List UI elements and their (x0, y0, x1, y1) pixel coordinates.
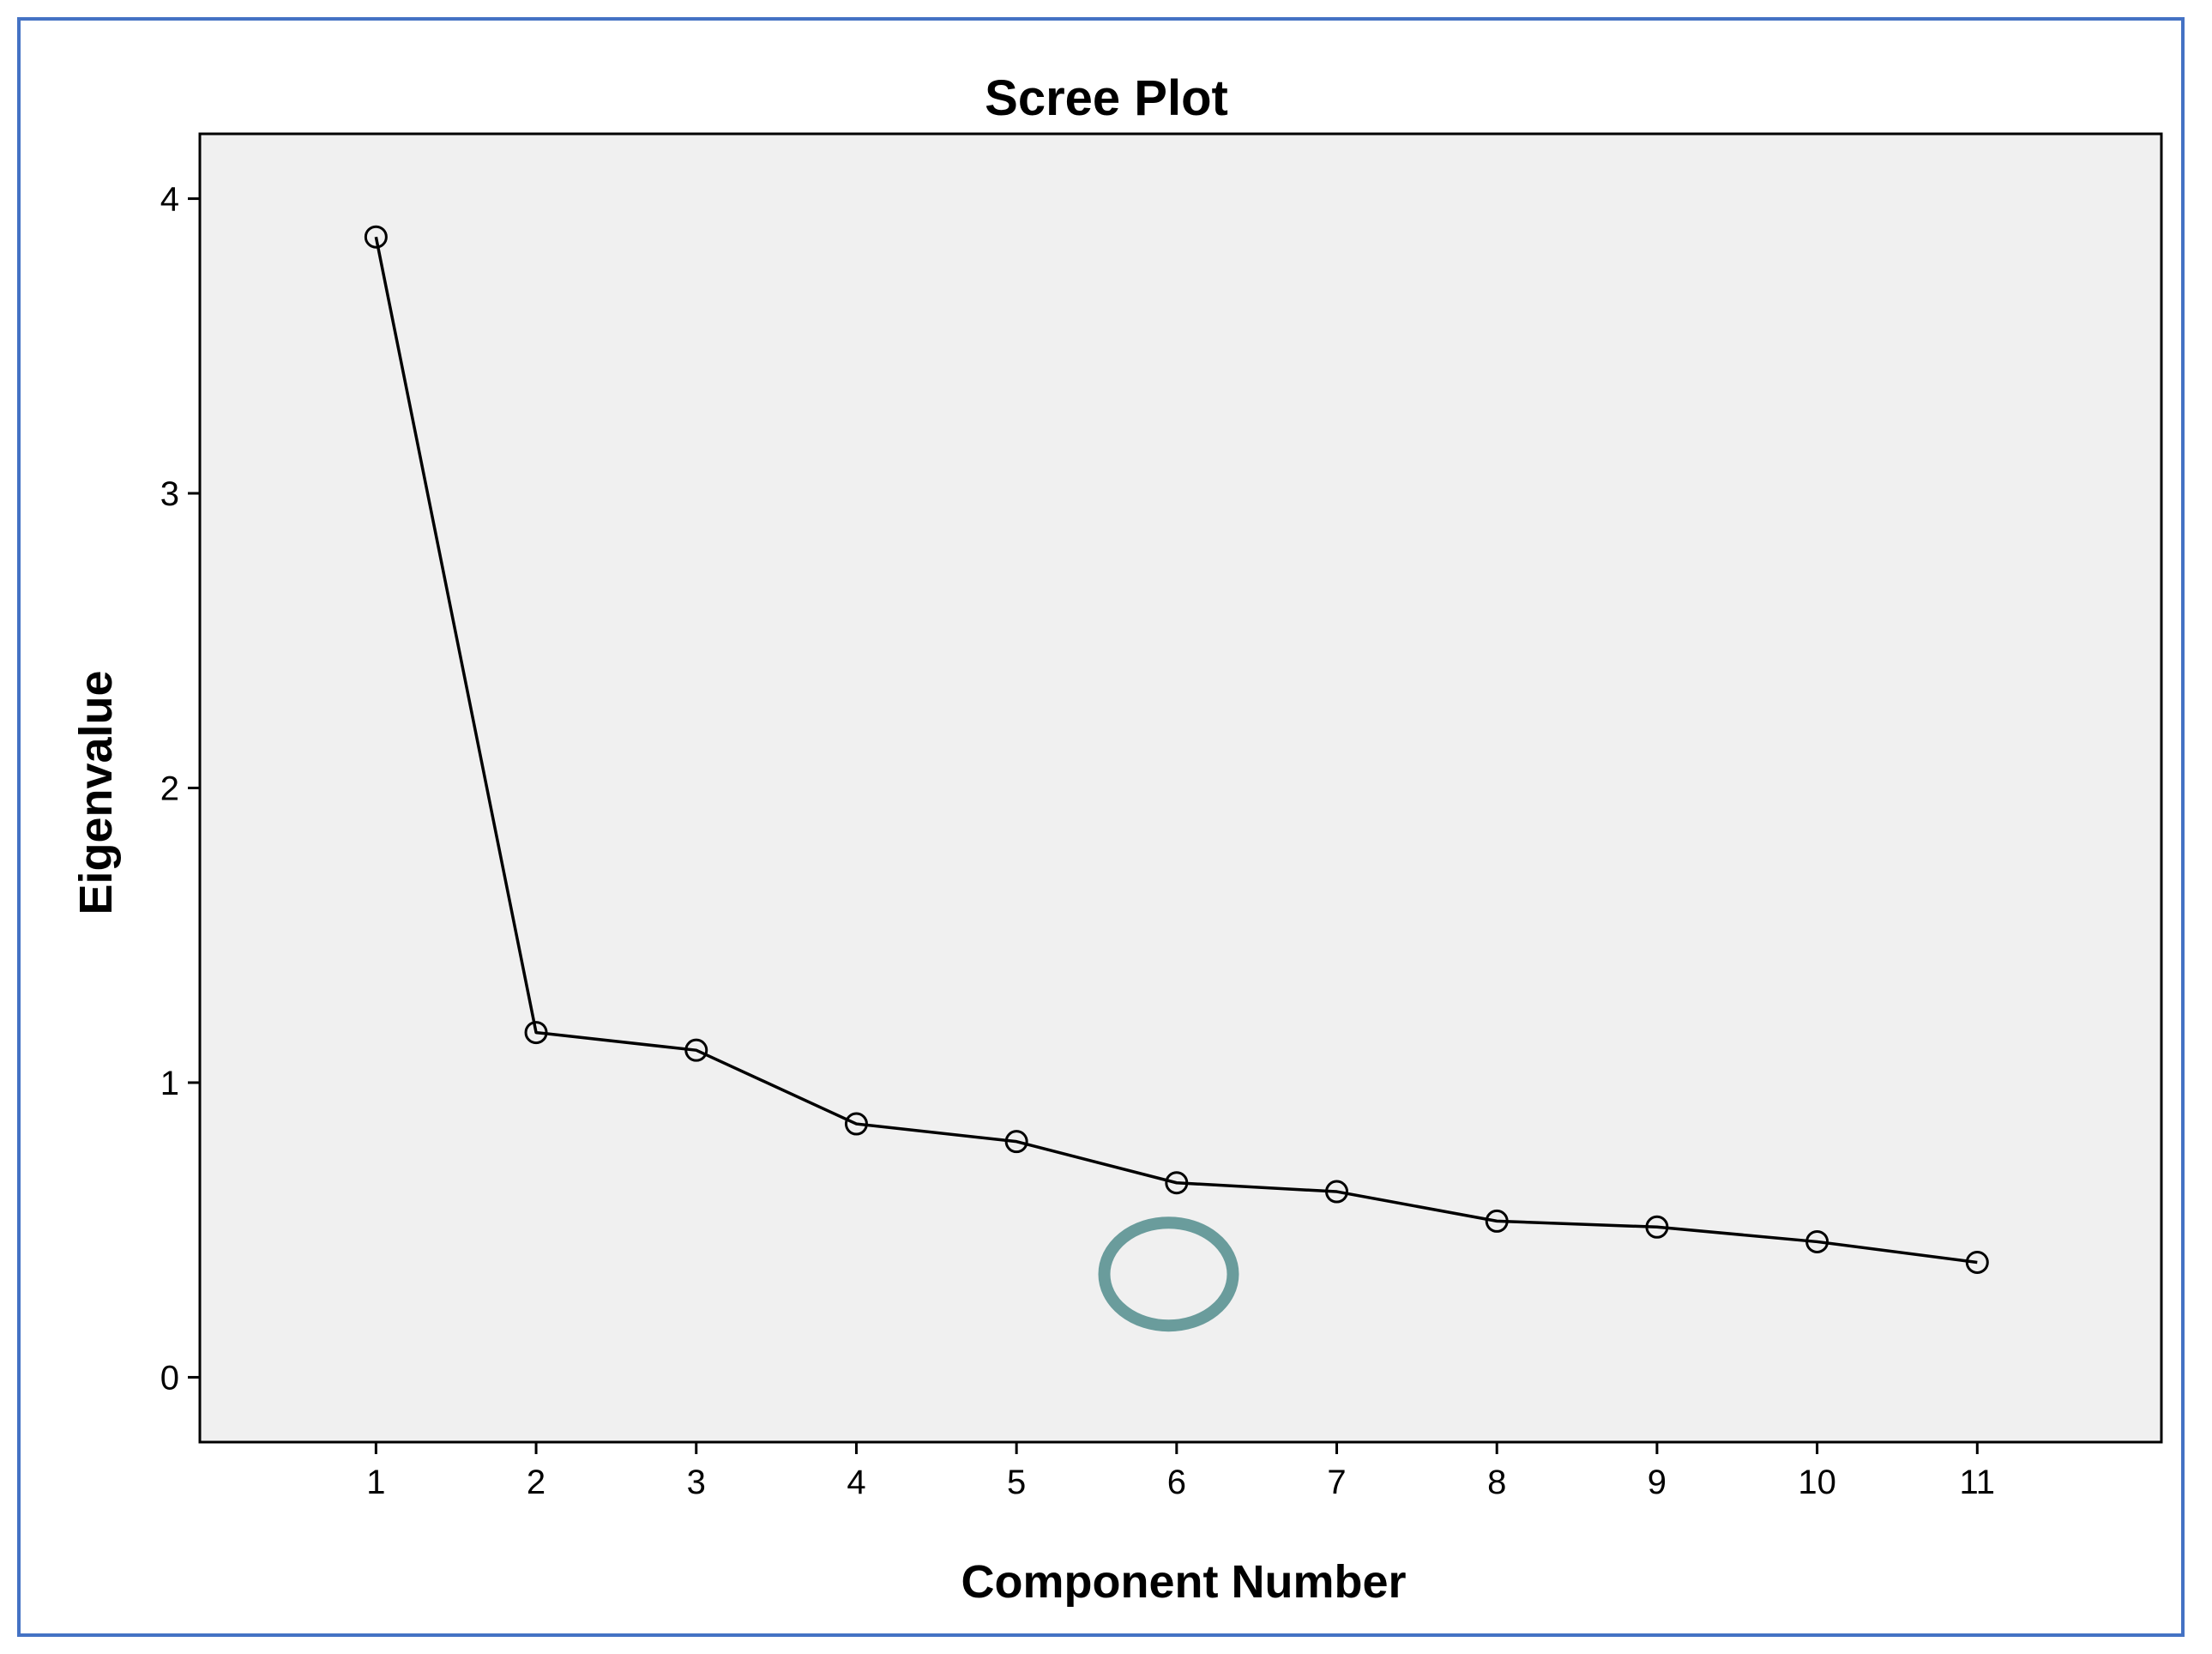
x-tick-label: 8 (1487, 1464, 1506, 1501)
series-layer (364, 225, 1989, 1274)
x-tick-label: 7 (1327, 1464, 1346, 1501)
data-point-marker (1165, 1171, 1189, 1195)
annotation-layer (1098, 1216, 1239, 1332)
data-point-marker (524, 1021, 548, 1045)
data-point-marker (364, 225, 388, 249)
chart-title: Scree Plot (985, 70, 1228, 126)
y-tick-label: 0 (160, 1359, 179, 1397)
data-point-marker (1004, 1130, 1028, 1154)
x-axis-title: Component Number (961, 1556, 1407, 1608)
chart-frame: Scree Plot 0 1 2 3 4 1 2 3 4 5 6 7 8 9 10 11 Component… (17, 17, 2185, 1637)
data-point-marker (1965, 1250, 1989, 1274)
x-axis-ticks: 1 2 3 4 5 6 7 8 9 10 11 (366, 1442, 1995, 1501)
data-point-marker (684, 1038, 708, 1062)
y-tick-label: 3 (160, 475, 179, 513)
x-tick-label: 5 (1007, 1464, 1026, 1501)
y-tick-label: 4 (160, 181, 179, 219)
data-point-marker (1485, 1209, 1509, 1233)
highlight-ellipse (1098, 1216, 1239, 1332)
data-point-marker (1805, 1229, 1829, 1253)
x-tick-label: 2 (527, 1464, 545, 1501)
data-point-marker (1325, 1180, 1349, 1204)
y-tick-label: 2 (160, 770, 179, 808)
x-tick-label: 10 (1798, 1464, 1836, 1501)
y-tick-label: 1 (160, 1065, 179, 1102)
y-axis-title: Eigenvalue (70, 670, 122, 915)
scree-plot-chart: Scree Plot 0 1 2 3 4 1 2 3 4 5 6 7 8 9 10 11 Component… (70, 70, 2163, 1608)
eigenvalue-line (374, 236, 1978, 1265)
data-point-marker (844, 1112, 868, 1136)
data-point-marker (1645, 1215, 1669, 1239)
x-tick-label: 4 (847, 1464, 865, 1501)
x-tick-label: 11 (1960, 1464, 1996, 1501)
plot-area (198, 132, 2163, 1444)
x-tick-label: 3 (687, 1464, 706, 1501)
x-tick-label: 1 (366, 1464, 385, 1501)
x-tick-label: 6 (1167, 1464, 1186, 1501)
x-tick-label: 9 (1648, 1464, 1667, 1501)
y-axis-ticks: 0 1 2 3 4 (160, 181, 200, 1397)
